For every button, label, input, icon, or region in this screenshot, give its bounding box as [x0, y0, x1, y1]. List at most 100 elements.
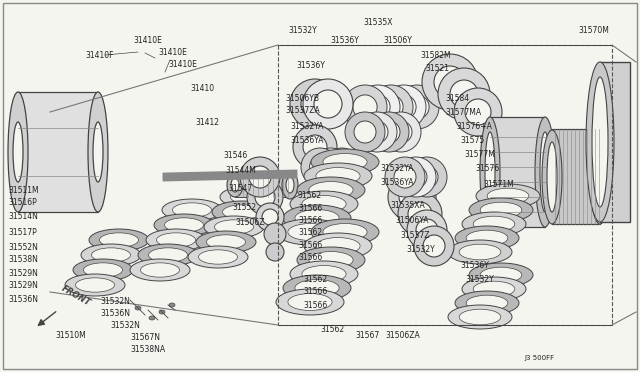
- Ellipse shape: [169, 303, 175, 307]
- Ellipse shape: [394, 166, 416, 188]
- Text: 31532N: 31532N: [100, 298, 130, 307]
- Ellipse shape: [535, 117, 555, 227]
- Ellipse shape: [407, 157, 447, 197]
- Text: 31566: 31566: [298, 253, 323, 263]
- Ellipse shape: [356, 85, 400, 129]
- Text: 31532Y: 31532Y: [465, 276, 493, 285]
- Text: 31506Y: 31506Y: [383, 35, 412, 45]
- Text: 31562: 31562: [298, 228, 322, 237]
- Ellipse shape: [323, 224, 367, 240]
- Text: 31537ZA: 31537ZA: [285, 106, 320, 115]
- Ellipse shape: [301, 148, 339, 186]
- Ellipse shape: [459, 244, 500, 260]
- Ellipse shape: [302, 196, 346, 212]
- Ellipse shape: [92, 248, 131, 262]
- Text: 31566: 31566: [298, 203, 323, 212]
- Ellipse shape: [146, 229, 206, 251]
- Ellipse shape: [343, 85, 387, 129]
- Text: 31506YA: 31506YA: [395, 215, 429, 224]
- Ellipse shape: [480, 202, 522, 218]
- Text: 31576+A: 31576+A: [456, 122, 492, 131]
- Ellipse shape: [311, 219, 379, 245]
- Ellipse shape: [434, 66, 466, 98]
- Ellipse shape: [148, 248, 188, 262]
- Ellipse shape: [154, 214, 214, 236]
- Ellipse shape: [592, 77, 608, 207]
- Ellipse shape: [459, 309, 500, 325]
- Text: 31536YA: 31536YA: [290, 135, 323, 144]
- Ellipse shape: [164, 218, 204, 232]
- Ellipse shape: [290, 261, 358, 287]
- Text: 31566: 31566: [303, 301, 327, 310]
- Ellipse shape: [332, 157, 353, 177]
- Ellipse shape: [295, 209, 339, 227]
- Ellipse shape: [88, 92, 108, 212]
- Ellipse shape: [379, 95, 403, 119]
- Ellipse shape: [405, 95, 429, 119]
- Ellipse shape: [405, 166, 427, 188]
- Ellipse shape: [230, 190, 269, 204]
- Ellipse shape: [414, 226, 454, 266]
- Ellipse shape: [13, 122, 23, 182]
- Ellipse shape: [462, 277, 526, 301]
- Text: 31506YB: 31506YB: [285, 93, 319, 103]
- Ellipse shape: [204, 216, 264, 238]
- Text: J3 500FF: J3 500FF: [525, 355, 555, 361]
- Ellipse shape: [309, 251, 353, 269]
- Text: 31567N: 31567N: [130, 334, 160, 343]
- Ellipse shape: [276, 289, 344, 315]
- Bar: [235, 173, 290, 197]
- Text: 31410E: 31410E: [158, 48, 187, 57]
- Ellipse shape: [220, 186, 280, 208]
- Ellipse shape: [395, 85, 439, 129]
- Text: 31532Y: 31532Y: [288, 26, 317, 35]
- Ellipse shape: [214, 220, 253, 234]
- Text: FRONT: FRONT: [60, 284, 92, 308]
- Ellipse shape: [138, 244, 198, 266]
- Text: 31536N: 31536N: [100, 308, 130, 317]
- Ellipse shape: [385, 157, 425, 197]
- Ellipse shape: [366, 95, 390, 119]
- Ellipse shape: [135, 306, 141, 310]
- Ellipse shape: [422, 54, 478, 110]
- Ellipse shape: [316, 167, 360, 185]
- Ellipse shape: [378, 121, 400, 143]
- Text: 31546: 31546: [223, 151, 247, 160]
- Ellipse shape: [304, 163, 372, 189]
- Bar: [490, 117, 545, 227]
- Text: 31577MA: 31577MA: [445, 108, 481, 116]
- Ellipse shape: [345, 112, 385, 152]
- Ellipse shape: [157, 233, 195, 247]
- Text: 31536Y: 31536Y: [330, 35, 359, 45]
- Ellipse shape: [286, 177, 294, 193]
- Text: 31584: 31584: [445, 93, 469, 103]
- Ellipse shape: [469, 263, 533, 287]
- Text: 31532Y: 31532Y: [406, 246, 435, 254]
- Text: 31532N: 31532N: [110, 321, 140, 330]
- Ellipse shape: [207, 235, 246, 249]
- Text: 31562: 31562: [320, 326, 344, 334]
- Ellipse shape: [473, 216, 515, 232]
- Ellipse shape: [83, 263, 122, 277]
- Ellipse shape: [303, 135, 327, 159]
- Ellipse shape: [312, 148, 350, 186]
- Text: 31532YA: 31532YA: [380, 164, 413, 173]
- Ellipse shape: [293, 125, 337, 169]
- Ellipse shape: [323, 148, 361, 186]
- Text: 31410E: 31410E: [168, 60, 197, 68]
- Ellipse shape: [595, 142, 605, 212]
- Bar: [18, 92, 98, 212]
- Text: 31575: 31575: [460, 135, 484, 144]
- Text: 31521: 31521: [425, 64, 449, 73]
- Text: 31529N: 31529N: [8, 282, 38, 291]
- Ellipse shape: [366, 121, 388, 143]
- Text: 31536YA: 31536YA: [380, 177, 413, 186]
- Text: 31570M: 31570M: [578, 26, 609, 35]
- Ellipse shape: [462, 212, 526, 236]
- Ellipse shape: [321, 157, 342, 177]
- Text: 31506ZA: 31506ZA: [385, 330, 420, 340]
- Ellipse shape: [301, 90, 329, 118]
- Text: 31567: 31567: [355, 330, 380, 340]
- Ellipse shape: [290, 79, 340, 129]
- Ellipse shape: [309, 182, 353, 198]
